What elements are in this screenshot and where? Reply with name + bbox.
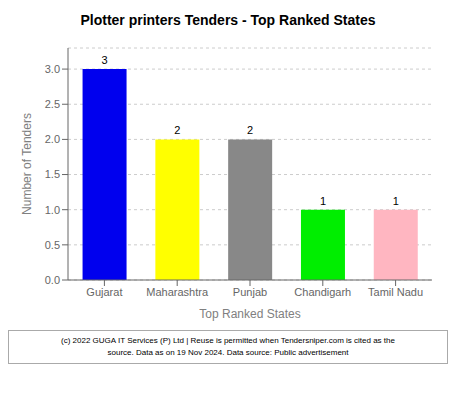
svg-text:0.5: 0.5 [45,239,60,251]
svg-text:3: 3 [101,54,107,66]
html-text:(c) 2022 GUGA IT Services (P): (c) 2022 GUGA IT Services (P) Ltd | Reus… [61,336,395,345]
svg-text:Number of Tenders: Number of Tenders [20,113,34,215]
svg-text:Gujarat: Gujarat [86,286,122,298]
svg-text:Maharashtra: Maharashtra [146,286,209,298]
html-text:Plotter printers Tenders - Top: Plotter printers Tenders - Top Ranked St… [80,12,376,28]
svg-text:2: 2 [174,124,180,136]
svg-text:Tamil Nadu: Tamil Nadu [368,286,423,298]
svg-text:Chandigarh: Chandigarh [294,286,351,298]
svg-text:2.5: 2.5 [45,98,60,110]
svg-text:0.0: 0.0 [45,274,60,286]
svg-text:1: 1 [393,195,399,207]
svg-text:Punjab: Punjab [233,286,267,298]
svg-text:2: 2 [247,124,253,136]
svg-text:2.0: 2.0 [45,133,60,145]
html-text:source. Data as on 19 Nov 2024: source. Data as on 19 Nov 2024. Data sou… [107,348,349,357]
svg-text:1.0: 1.0 [45,204,60,216]
svg-text:1: 1 [320,195,326,207]
svg-text:3.0: 3.0 [45,63,60,75]
svg-text:1.5: 1.5 [45,168,60,180]
svg-text:Top Ranked States: Top Ranked States [199,307,300,321]
